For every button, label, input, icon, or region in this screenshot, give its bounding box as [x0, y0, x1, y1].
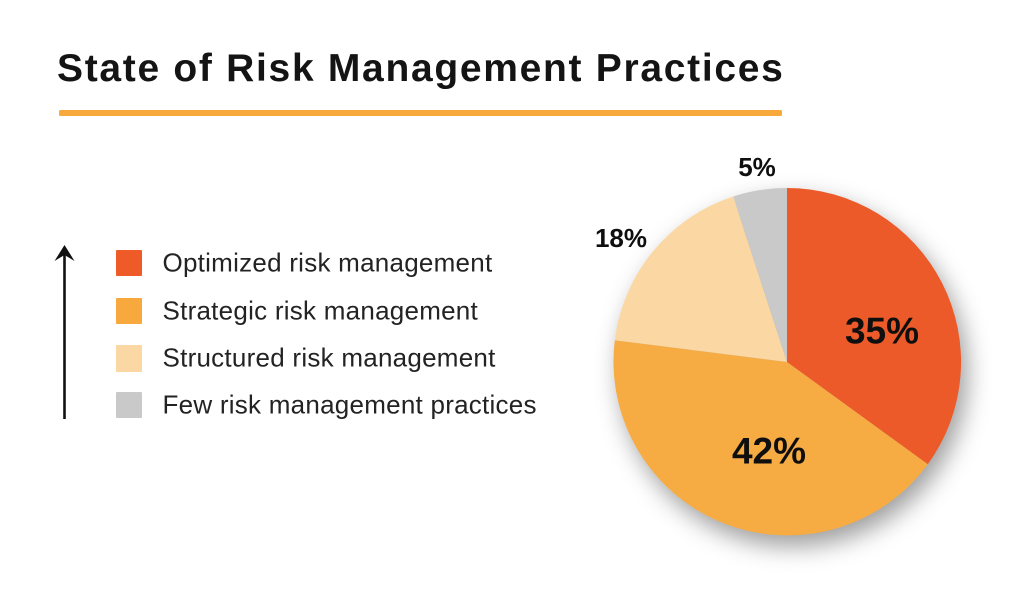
svg-text:5%: 5%: [738, 152, 776, 182]
svg-text:35%: 35%: [845, 311, 919, 352]
svg-text:18%: 18%: [595, 223, 647, 253]
svg-text:42%: 42%: [732, 431, 806, 472]
